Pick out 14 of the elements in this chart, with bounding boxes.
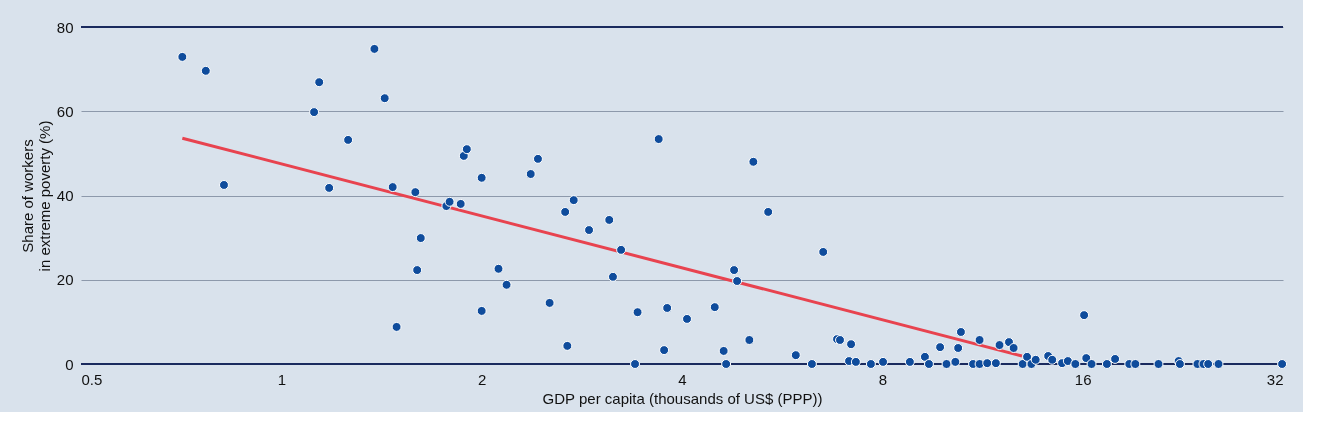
y-tick-label: 20	[56, 271, 74, 289]
x-tick-label: 1	[277, 370, 287, 388]
y-axis-title: Share of workers in extreme poverty (%)	[18, 120, 53, 272]
y-tick-label: 60	[56, 102, 74, 120]
x-tick-label: 32	[1266, 370, 1284, 388]
y-tick-label: 80	[56, 18, 74, 36]
x-tick-label: 4	[678, 370, 687, 388]
x-tick-label: 8	[878, 370, 888, 388]
y-tick-label: 40	[56, 187, 74, 204]
x-tick-label: 16	[1074, 370, 1092, 388]
x-axis-title: GDP per capita (thousands of US$ (PPP))	[542, 389, 823, 407]
x-tick-label: 2	[477, 370, 487, 388]
y-tick-label: 0	[65, 355, 74, 373]
x-tick-label: 0.5	[81, 370, 103, 388]
